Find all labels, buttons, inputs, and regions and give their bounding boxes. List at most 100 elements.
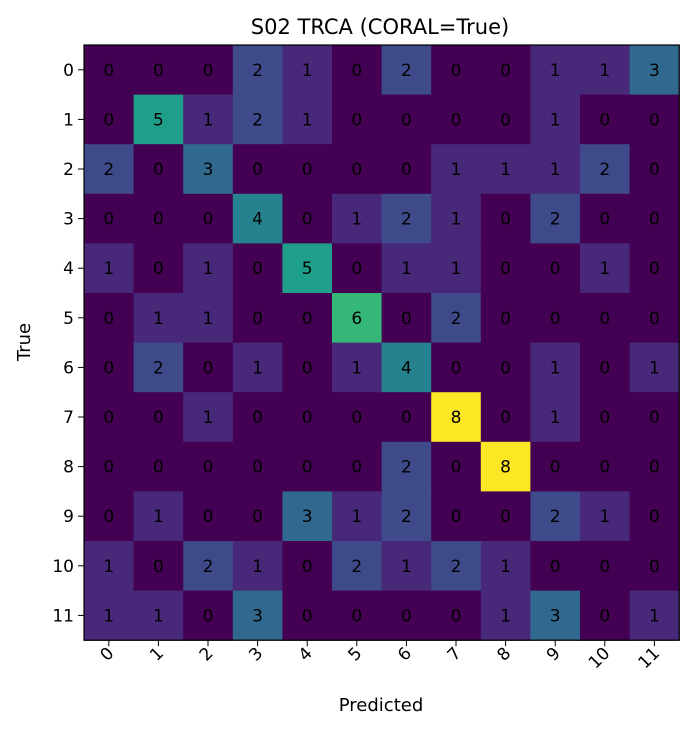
heatmap-cell bbox=[580, 243, 631, 294]
x-tick-label: 1 bbox=[146, 644, 168, 666]
heatmap-cell bbox=[332, 293, 383, 344]
cell-value-label: 1 bbox=[153, 309, 164, 329]
heatmap-cell bbox=[282, 45, 333, 96]
cell-value-label: 0 bbox=[550, 309, 561, 329]
heatmap-cell bbox=[282, 94, 333, 145]
heatmap-cell bbox=[183, 293, 234, 344]
heatmap-cell bbox=[332, 243, 383, 294]
cell-value-label: 0 bbox=[252, 259, 263, 279]
heatmap-cell bbox=[381, 243, 432, 294]
cell-value-label: 0 bbox=[451, 458, 462, 478]
heatmap-cell bbox=[282, 541, 333, 592]
heatmap-cell bbox=[183, 590, 234, 641]
heatmap-cell bbox=[84, 293, 135, 344]
cell-value-label: 5 bbox=[153, 110, 164, 130]
cell-value-label: 2 bbox=[401, 507, 412, 527]
heatmap-cell bbox=[530, 342, 581, 393]
heatmap-cell bbox=[381, 293, 432, 344]
heatmap-cell bbox=[530, 491, 581, 542]
heatmap-cell bbox=[282, 590, 333, 641]
x-tick-label: 0 bbox=[97, 644, 119, 666]
y-tick-label: 6 bbox=[63, 358, 74, 378]
heatmap-cells bbox=[84, 45, 680, 641]
cell-value-label: 1 bbox=[203, 309, 214, 329]
cell-value-label: 2 bbox=[599, 160, 610, 180]
heatmap-cell bbox=[480, 293, 531, 344]
heatmap-cell bbox=[629, 293, 680, 344]
cell-value-label: 1 bbox=[153, 507, 164, 527]
x-tick-label: 4 bbox=[295, 644, 317, 666]
cell-value-label: 0 bbox=[500, 507, 511, 527]
heatmap-cell bbox=[431, 441, 482, 492]
cell-value-label: 1 bbox=[203, 259, 214, 279]
heatmap-cell bbox=[84, 243, 135, 294]
y-axis-label: True bbox=[14, 323, 35, 362]
cell-value-label: 0 bbox=[302, 309, 313, 329]
x-tick-label: 3 bbox=[245, 644, 267, 666]
heatmap-cell bbox=[332, 144, 383, 195]
heatmap-cell bbox=[381, 193, 432, 244]
cell-value-label: 1 bbox=[451, 259, 462, 279]
cell-value-label: 1 bbox=[252, 358, 263, 378]
y-tick-label: 10 bbox=[52, 557, 74, 577]
heatmap-cell bbox=[133, 541, 184, 592]
heatmap-cell bbox=[530, 293, 581, 344]
cell-value-label: 0 bbox=[103, 61, 114, 81]
heatmap-cell bbox=[431, 243, 482, 294]
cell-value-label: 0 bbox=[351, 259, 362, 279]
heatmap-cell bbox=[530, 94, 581, 145]
cell-value-label: 1 bbox=[351, 358, 362, 378]
cell-value-label: 1 bbox=[451, 160, 462, 180]
cell-value-label: 0 bbox=[599, 458, 610, 478]
heatmap-cell bbox=[133, 491, 184, 542]
cell-value-label: 0 bbox=[599, 110, 610, 130]
heatmap-cell bbox=[431, 392, 482, 443]
cell-value-label: 0 bbox=[351, 61, 362, 81]
cell-value-label: 2 bbox=[550, 210, 561, 230]
heatmap-cell bbox=[332, 590, 383, 641]
heatmap-cell bbox=[480, 541, 531, 592]
heatmap-cell bbox=[580, 144, 631, 195]
heatmap-cell bbox=[381, 144, 432, 195]
heatmap-cell bbox=[133, 590, 184, 641]
cell-value-label: 0 bbox=[401, 160, 412, 180]
cell-value-label: 2 bbox=[401, 210, 412, 230]
heatmap-cell bbox=[480, 590, 531, 641]
cell-value-label: 0 bbox=[649, 309, 660, 329]
cell-value-label: 0 bbox=[153, 408, 164, 428]
cell-value-label: 0 bbox=[302, 408, 313, 428]
heatmap-cell bbox=[332, 94, 383, 145]
heatmap-cell bbox=[530, 243, 581, 294]
heatmap-cell bbox=[431, 293, 482, 344]
cell-value-label: 1 bbox=[599, 61, 610, 81]
heatmap-cell bbox=[183, 193, 234, 244]
cell-value-label: 1 bbox=[550, 408, 561, 428]
x-tick-label: 11 bbox=[634, 644, 663, 673]
heatmap-cell bbox=[183, 491, 234, 542]
cell-value-label: 0 bbox=[500, 61, 511, 81]
cell-value-label: 1 bbox=[500, 606, 511, 626]
heatmap-cell bbox=[84, 144, 135, 195]
cell-value-label: 1 bbox=[550, 110, 561, 130]
chart-title: S02 TRCA (CORAL=True) bbox=[251, 15, 509, 39]
cell-value-label: 0 bbox=[302, 358, 313, 378]
x-tick-label: 5 bbox=[345, 644, 367, 666]
cell-value-label: 1 bbox=[103, 606, 114, 626]
heatmap-cell bbox=[530, 541, 581, 592]
cell-value-label: 0 bbox=[599, 606, 610, 626]
cell-value-label: 0 bbox=[451, 507, 462, 527]
cell-value-label: 1 bbox=[649, 358, 660, 378]
heatmap-cell bbox=[580, 45, 631, 96]
cell-value-label: 1 bbox=[550, 160, 561, 180]
cell-value-label: 1 bbox=[203, 408, 214, 428]
heatmap-cell bbox=[282, 144, 333, 195]
cell-value-label: 2 bbox=[451, 557, 462, 577]
heatmap-cell bbox=[282, 293, 333, 344]
cell-value-label: 0 bbox=[302, 210, 313, 230]
cell-value-label: 0 bbox=[500, 408, 511, 428]
heatmap-cell bbox=[629, 144, 680, 195]
y-tick-label: 1 bbox=[63, 110, 74, 130]
cell-value-label: 2 bbox=[252, 110, 263, 130]
cell-value-label: 0 bbox=[599, 408, 610, 428]
